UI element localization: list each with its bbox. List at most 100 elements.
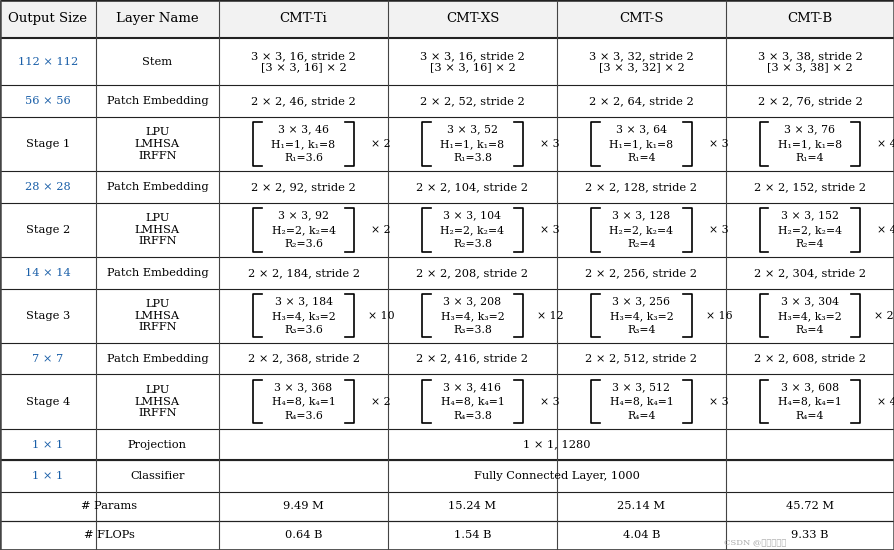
Text: × 12: × 12	[536, 311, 563, 321]
Text: R₃=4: R₃=4	[628, 325, 655, 335]
Text: 1 × 1, 1280: 1 × 1, 1280	[523, 439, 590, 449]
Text: H₂=2, k₂=4: H₂=2, k₂=4	[272, 225, 335, 235]
Text: H₂=2, k₂=4: H₂=2, k₂=4	[610, 225, 673, 235]
Text: 1 × 1: 1 × 1	[32, 439, 63, 449]
Text: 3 × 3, 208: 3 × 3, 208	[443, 296, 502, 306]
Text: R₁=4: R₁=4	[796, 153, 824, 163]
Text: × 3: × 3	[540, 397, 560, 406]
Text: R₄=4: R₄=4	[628, 411, 655, 421]
Text: H₃=4, k₃=2: H₃=4, k₃=2	[272, 311, 335, 321]
Text: × 3: × 3	[540, 139, 560, 149]
Text: H₁=1, k₁=8: H₁=1, k₁=8	[778, 139, 842, 149]
Text: Patch Embedding: Patch Embedding	[106, 354, 208, 364]
Text: Stage 3: Stage 3	[26, 311, 70, 321]
Text: × 2: × 2	[371, 225, 391, 235]
Text: 15.24 M: 15.24 M	[449, 502, 496, 512]
Text: CSDN @拾零写奈尔: CSDN @拾零写奈尔	[724, 539, 787, 547]
Text: 9.33 B: 9.33 B	[791, 531, 829, 541]
Text: H₄=8, k₄=1: H₄=8, k₄=1	[778, 397, 842, 406]
Text: 2 × 2, 152, stride 2: 2 × 2, 152, stride 2	[754, 182, 866, 192]
Text: 2 × 2, 208, stride 2: 2 × 2, 208, stride 2	[417, 268, 528, 278]
Text: 3 × 3, 304: 3 × 3, 304	[781, 296, 839, 306]
Text: 1.54 B: 1.54 B	[454, 531, 491, 541]
Text: 3 × 3, 16, stride 2
[3 × 3, 16] × 2: 3 × 3, 16, stride 2 [3 × 3, 16] × 2	[251, 51, 356, 73]
Text: × 20: × 20	[874, 311, 894, 321]
Text: H₂=2, k₂=4: H₂=2, k₂=4	[778, 225, 842, 235]
Text: 3 × 3, 416: 3 × 3, 416	[443, 382, 502, 392]
Text: × 4: × 4	[877, 139, 894, 149]
Text: 2 × 2, 416, stride 2: 2 × 2, 416, stride 2	[417, 354, 528, 364]
Text: H₄=8, k₄=1: H₄=8, k₄=1	[610, 397, 673, 406]
Text: R₂=4: R₂=4	[796, 239, 824, 249]
Text: 25.14 M: 25.14 M	[618, 502, 665, 512]
Text: × 2: × 2	[371, 139, 391, 149]
Text: 2 × 2, 608, stride 2: 2 × 2, 608, stride 2	[754, 354, 866, 364]
Text: 2 × 2, 104, stride 2: 2 × 2, 104, stride 2	[417, 182, 528, 192]
Text: 3 × 3, 104: 3 × 3, 104	[443, 210, 502, 221]
Text: 56 × 56: 56 × 56	[25, 96, 71, 106]
Text: H₁=1, k₁=8: H₁=1, k₁=8	[441, 139, 504, 149]
Text: H₄=8, k₄=1: H₄=8, k₄=1	[272, 397, 335, 406]
Text: H₃=4, k₃=2: H₃=4, k₃=2	[441, 311, 504, 321]
Text: × 4: × 4	[877, 397, 894, 406]
Text: 3 × 3, 64: 3 × 3, 64	[616, 124, 667, 135]
Text: 3 × 3, 16, stride 2
[3 × 3, 16] × 2: 3 × 3, 16, stride 2 [3 × 3, 16] × 2	[420, 51, 525, 73]
Text: Projection: Projection	[128, 439, 187, 449]
Text: 1 × 1: 1 × 1	[32, 471, 63, 481]
Text: R₁=3.6: R₁=3.6	[284, 153, 323, 163]
Text: 2 × 2, 304, stride 2: 2 × 2, 304, stride 2	[754, 268, 866, 278]
Text: LPU
LMHSA
IRFFN: LPU LMHSA IRFFN	[135, 128, 180, 161]
Text: R₂=3.8: R₂=3.8	[453, 239, 492, 249]
Text: 2 × 2, 368, stride 2: 2 × 2, 368, stride 2	[248, 354, 359, 364]
Text: 2 × 2, 128, stride 2: 2 × 2, 128, stride 2	[586, 182, 697, 192]
Text: R₃=3.6: R₃=3.6	[284, 325, 323, 335]
Text: LPU
LMHSA
IRFFN: LPU LMHSA IRFFN	[135, 385, 180, 418]
Bar	[0, 0, 894, 38]
Text: 2 × 2, 52, stride 2: 2 × 2, 52, stride 2	[420, 96, 525, 106]
Text: 2 × 2, 64, stride 2: 2 × 2, 64, stride 2	[589, 96, 694, 106]
Text: 4.04 B: 4.04 B	[623, 531, 660, 541]
Text: 3 × 3, 256: 3 × 3, 256	[612, 296, 670, 306]
Text: H₃=4, k₃=2: H₃=4, k₃=2	[778, 311, 842, 321]
Text: × 3: × 3	[540, 225, 560, 235]
Text: H₁=1, k₁=8: H₁=1, k₁=8	[610, 139, 673, 149]
Text: R₄=3.8: R₄=3.8	[453, 411, 492, 421]
Text: 3 × 3, 38, stride 2
[3 × 3, 38] × 2: 3 × 3, 38, stride 2 [3 × 3, 38] × 2	[757, 51, 863, 73]
Text: × 4: × 4	[877, 225, 894, 235]
Text: Layer Name: Layer Name	[116, 13, 198, 25]
Text: R₃=4: R₃=4	[796, 325, 824, 335]
Text: 3 × 3, 152: 3 × 3, 152	[781, 210, 839, 221]
Text: LPU
LMHSA
IRFFN: LPU LMHSA IRFFN	[135, 299, 180, 332]
Text: Patch Embedding: Patch Embedding	[106, 268, 208, 278]
Text: 3 × 3, 512: 3 × 3, 512	[612, 382, 670, 392]
Text: H₄=8, k₄=1: H₄=8, k₄=1	[441, 397, 504, 406]
Text: 3 × 3, 184: 3 × 3, 184	[274, 296, 333, 306]
Text: # Params: # Params	[81, 502, 138, 512]
Text: R₂=3.6: R₂=3.6	[284, 239, 323, 249]
Text: R₁=3.8: R₁=3.8	[453, 153, 492, 163]
Text: Output Size: Output Size	[8, 13, 88, 25]
Text: 2 × 2, 76, stride 2: 2 × 2, 76, stride 2	[757, 96, 863, 106]
Text: Stage 1: Stage 1	[26, 139, 70, 149]
Text: 3 × 3, 128: 3 × 3, 128	[612, 210, 670, 221]
Text: Stage 4: Stage 4	[26, 397, 70, 406]
Text: 2 × 2, 92, stride 2: 2 × 2, 92, stride 2	[251, 182, 356, 192]
Text: H₃=4, k₃=2: H₃=4, k₃=2	[610, 311, 673, 321]
Text: CMT-Ti: CMT-Ti	[280, 13, 327, 25]
Text: × 3: × 3	[709, 397, 729, 406]
Text: 2 × 2, 46, stride 2: 2 × 2, 46, stride 2	[251, 96, 356, 106]
Text: 3 × 3, 32, stride 2
[3 × 3, 32] × 2: 3 × 3, 32, stride 2 [3 × 3, 32] × 2	[589, 51, 694, 73]
Text: 7 × 7: 7 × 7	[32, 354, 63, 364]
Text: CMT-B: CMT-B	[788, 13, 832, 25]
Text: 112 × 112: 112 × 112	[18, 57, 78, 67]
Text: Stage 2: Stage 2	[26, 225, 70, 235]
Text: R₁=4: R₁=4	[628, 153, 655, 163]
Text: 2 × 2, 184, stride 2: 2 × 2, 184, stride 2	[248, 268, 359, 278]
Text: # FLOPs: # FLOPs	[84, 531, 135, 541]
Text: × 3: × 3	[709, 139, 729, 149]
Text: 2 × 2, 512, stride 2: 2 × 2, 512, stride 2	[586, 354, 697, 364]
Text: 3 × 3, 92: 3 × 3, 92	[278, 210, 329, 221]
Text: 0.64 B: 0.64 B	[285, 531, 322, 541]
Text: × 16: × 16	[705, 311, 732, 321]
Text: × 2: × 2	[371, 397, 391, 406]
